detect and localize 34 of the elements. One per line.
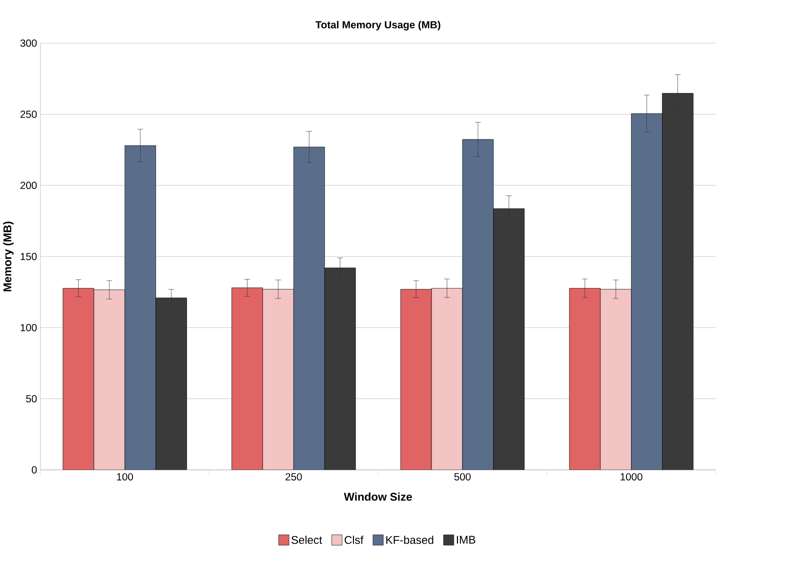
y-tick-label: 100 [20,324,37,332]
y-tick-label: 250 [20,110,37,118]
bar [124,145,156,470]
bar [324,268,356,470]
y-tick-label: 50 [26,395,37,402]
bar [431,288,463,470]
y-tick-label: 0 [32,466,37,474]
bar [493,208,525,470]
bar [631,113,662,470]
bar [156,298,187,470]
bar [600,288,632,470]
bar [462,139,494,470]
bar [262,288,294,470]
legend-label: KF-based [386,536,434,544]
y-tick-label: 300 [20,39,37,47]
bar [62,288,94,470]
y-tick-label: 150 [20,252,37,260]
x-tick-label: 1000 [620,473,642,480]
y-tick-label: 200 [20,182,37,189]
chart-title: Total Memory Usage (MB) [315,20,440,30]
x-axis-title: Window Size [344,492,412,501]
x-tick-label: 250 [286,473,302,480]
bar [400,288,432,470]
legend-label: Clsf [344,536,364,544]
bar [94,290,126,470]
y-axis-title: Memory (MB) [3,221,14,292]
bar [662,92,694,470]
bar [293,146,325,470]
x-tick-label: 100 [117,473,134,480]
x-tick-label: 500 [454,473,471,480]
bar [569,288,601,470]
legend-label: IMB [456,536,476,544]
legend-label: Select [292,536,322,544]
bar [232,288,263,470]
